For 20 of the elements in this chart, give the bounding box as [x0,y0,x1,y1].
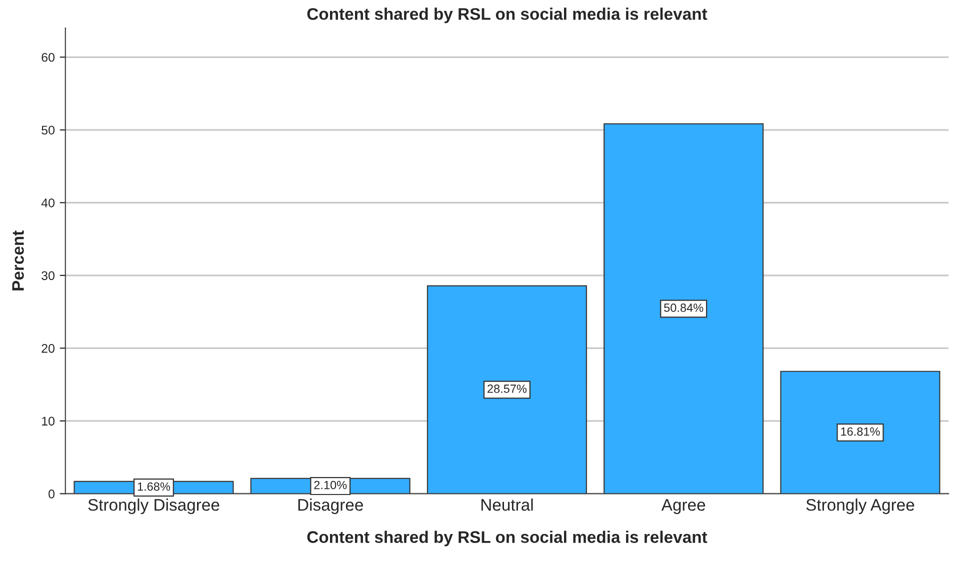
x-tick-label: Strongly Agree [806,498,914,514]
y-tick-label: 60 [42,52,55,62]
x-tick-label: Strongly Disagree [88,498,220,514]
x-tick-label: Agree [661,499,706,514]
data-label: 50.84% [664,304,704,312]
y-tick-label: 10 [42,416,55,426]
data-label: 28.57% [488,384,527,393]
y-tick-label: 30 [42,271,55,280]
data-label: 2.10% [314,480,347,490]
y-tick-label: 20 [42,344,55,353]
y-tick-label: 0 [48,489,55,498]
y-axis-title: Percent [12,230,24,290]
y-tick-label: 40 [41,198,55,208]
y-tick-label: 50 [42,126,55,135]
data-label: 16.81% [841,427,880,436]
x-axis-title: Content shared by RSL on social media is relevant [307,530,708,546]
x-tick-label: Disagree [298,498,363,514]
chart-title: Content shared by RSL on social media is relevant [307,8,708,24]
x-tick-label: Neutral [481,498,533,511]
data-label: 1.68% [138,482,170,491]
